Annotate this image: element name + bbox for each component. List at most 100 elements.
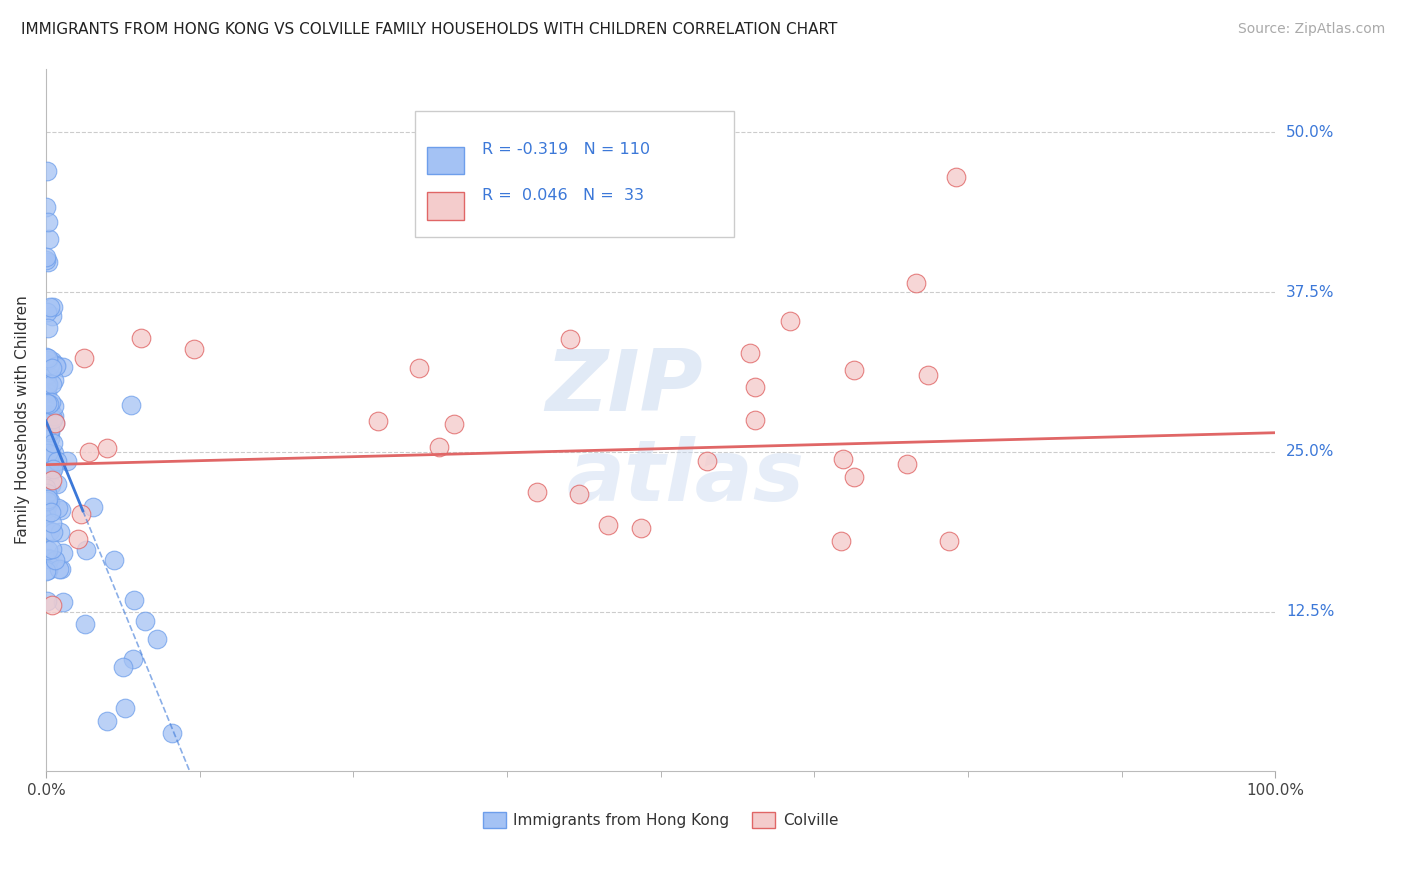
Point (42, 436, 65, 450)
Point (37, 215, 59, 229)
Text: IMMIGRANTS FROM HONG KONG VS COLVILLE FAMILY HOUSEHOLDS WITH CHILDREN CORRELATIO: IMMIGRANTS FROM HONG KONG VS COLVILLE FA… (21, 22, 838, 37)
Point (49, 502, 72, 516)
Point (38, 397, 60, 411)
Point (38, 467, 60, 481)
FancyBboxPatch shape (427, 192, 464, 219)
Point (39, 358, 62, 372)
Point (37, 255, 59, 269)
Point (427, 440, 450, 454)
Point (35, 252, 58, 267)
Point (744, 412, 766, 426)
Point (37, 408, 59, 422)
Point (39, 395, 62, 409)
Point (35, 486, 58, 500)
Point (35, 379, 58, 393)
Point (35, 200, 58, 214)
Point (35, 376, 58, 390)
Y-axis label: Family Households with Children: Family Households with Children (15, 295, 30, 544)
Point (35, 423, 58, 437)
Point (49, 562, 72, 576)
Point (37, 495, 59, 509)
Point (121, 651, 143, 665)
Text: R =  0.046   N =  33: R = 0.046 N = 33 (482, 187, 644, 202)
Point (738, 346, 761, 360)
Point (39, 505, 62, 519)
Point (39, 478, 62, 492)
Point (37, 376, 59, 391)
Point (35, 400, 58, 414)
Point (37, 409, 59, 424)
Point (832, 451, 855, 466)
Point (38, 524, 60, 539)
Point (41, 361, 63, 376)
Point (46, 500, 69, 515)
Point (917, 368, 939, 382)
Point (75, 617, 97, 632)
Point (114, 701, 136, 715)
Point (42, 525, 65, 540)
Point (70, 508, 93, 522)
Point (35, 494, 58, 508)
Point (49, 525, 72, 540)
Point (39, 401, 62, 416)
Point (52, 595, 75, 609)
Point (779, 314, 801, 328)
Point (38, 423, 60, 437)
Point (568, 487, 591, 501)
Point (42, 409, 65, 423)
Point (96, 442, 118, 456)
Point (367, 414, 389, 428)
Point (41, 464, 63, 478)
Point (42, 445, 65, 459)
Point (630, 520, 652, 534)
Text: Source: ZipAtlas.com: Source: ZipAtlas.com (1237, 22, 1385, 37)
Text: 25.0%: 25.0% (1286, 444, 1334, 459)
Point (35, 251, 58, 265)
Point (56, 454, 79, 468)
Point (596, 518, 619, 533)
Point (35, 455, 58, 469)
Point (696, 454, 718, 468)
Point (41, 309, 63, 323)
Point (183, 342, 205, 356)
Point (35, 305, 58, 319)
Point (51, 360, 73, 375)
Point (37, 351, 59, 365)
Point (37, 402, 59, 417)
Point (42, 412, 65, 426)
Point (842, 363, 865, 377)
Point (37, 414, 59, 428)
Point (744, 380, 766, 394)
Point (35, 481, 58, 495)
Point (146, 632, 169, 646)
Point (35, 594, 58, 608)
Point (41, 377, 63, 392)
Point (37, 321, 59, 335)
Point (45, 359, 67, 373)
Point (37, 446, 59, 460)
Point (35, 564, 58, 578)
Point (38, 457, 60, 471)
Text: 50.0%: 50.0% (1286, 125, 1334, 140)
Point (44, 416, 66, 430)
Text: 37.5%: 37.5% (1286, 285, 1334, 300)
Point (77, 445, 100, 459)
Point (120, 398, 142, 412)
Text: R = -0.319   N = 110: R = -0.319 N = 110 (482, 142, 651, 157)
Point (35, 385, 58, 400)
Point (52, 546, 75, 560)
Point (41, 473, 63, 487)
Point (44, 399, 66, 413)
Point (35, 508, 58, 523)
Point (44, 416, 66, 430)
Point (42, 300, 65, 314)
Point (896, 458, 918, 472)
Point (134, 614, 156, 628)
Point (38, 402, 60, 417)
Point (122, 592, 145, 607)
Point (938, 534, 960, 549)
Point (35, 442, 58, 457)
Point (35, 394, 58, 409)
Point (37, 163, 59, 178)
Point (35, 399, 58, 413)
